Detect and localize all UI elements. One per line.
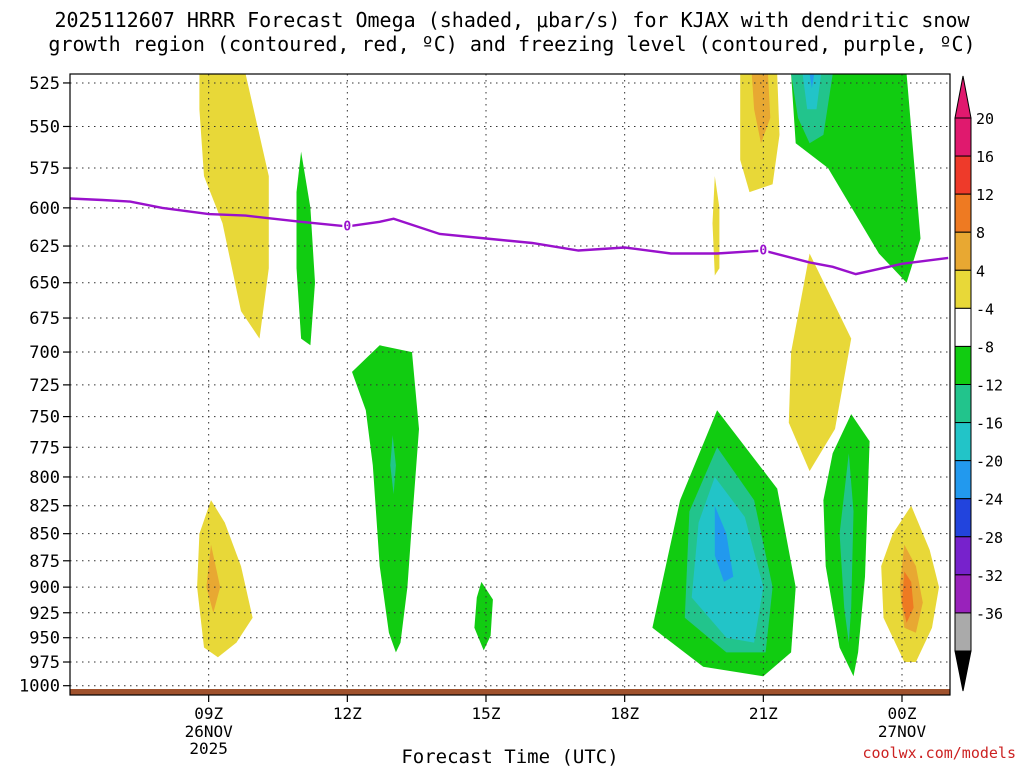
omega-region-2 xyxy=(197,500,253,658)
y-tick-label-600: 600 xyxy=(29,199,60,219)
x-tick-label-15Z: 15Z xyxy=(472,704,501,723)
freezing-level-label-bg-1 xyxy=(758,242,769,257)
colorbar-bin-9 xyxy=(954,460,972,500)
chart-title: 2025112607 HRRR Forecast Omega (shaded, … xyxy=(0,8,1024,56)
y-tick-label-525: 525 xyxy=(29,74,60,94)
omega-region-13 xyxy=(802,74,822,110)
y-tick-label-575: 575 xyxy=(29,159,60,179)
y-tick-label-625: 625 xyxy=(29,237,60,257)
terrain-surface xyxy=(70,689,950,695)
y-tick-label-825: 825 xyxy=(29,497,60,517)
omega-region-9 xyxy=(751,74,771,144)
colorbar-label-2: 12 xyxy=(976,186,994,204)
y-tick-label-550: 550 xyxy=(29,117,60,137)
omega-region-6 xyxy=(474,581,493,651)
x-tick-label-21Z: 21Z xyxy=(749,704,778,723)
x-tick-sublabel-09Z-1: 2025 xyxy=(189,739,228,758)
y-tick-label-875: 875 xyxy=(29,552,60,572)
y-tick-label-1000: 1000 xyxy=(19,677,60,697)
colorbar-label-0: 20 xyxy=(976,110,994,128)
colorbar-bin-10 xyxy=(954,498,972,538)
omega-region-18 xyxy=(714,505,734,582)
omega-region-10 xyxy=(788,253,852,472)
x-axis-label: Forecast Time (UTC) xyxy=(401,746,619,768)
omega-region-23 xyxy=(902,571,914,623)
omega-region-5 xyxy=(390,435,396,495)
freezing-level-label-1: 0 xyxy=(759,244,767,259)
colorbar-label-6: -8 xyxy=(976,338,994,356)
colorbar-label-3: 8 xyxy=(976,224,985,242)
y-tick-label-950: 950 xyxy=(29,629,60,649)
y-tick-label-900: 900 xyxy=(29,578,60,598)
colorbar-bin-11 xyxy=(954,536,972,576)
y-tick-label-650: 650 xyxy=(29,274,60,294)
y-tick-label-800: 800 xyxy=(29,468,60,488)
y-tick-label-725: 725 xyxy=(29,376,60,396)
colorbar-bin-1 xyxy=(954,155,972,195)
colorbar-bin-7 xyxy=(954,384,972,424)
x-tick-label-00Z: 00Z xyxy=(888,704,917,723)
colorbar-bottom-arrow xyxy=(954,650,972,692)
omega-region-7 xyxy=(712,176,720,276)
colorbar-bin-5 xyxy=(954,307,972,347)
colorbar-bin-3 xyxy=(954,231,972,271)
omega-shading xyxy=(197,74,939,677)
colorbar-top-arrow xyxy=(954,75,972,119)
freezing-level-line xyxy=(69,197,949,276)
x-tick-label-09Z: 09Z xyxy=(194,704,223,723)
y-tick-label-675: 675 xyxy=(29,309,60,329)
grid-lines xyxy=(70,74,950,695)
colorbar-label-13: -36 xyxy=(976,605,1003,623)
x-tick-label-18Z: 18Z xyxy=(610,704,639,723)
colorbar-bin-4 xyxy=(954,269,972,309)
terrain-strip xyxy=(70,689,950,695)
y-tick-label-925: 925 xyxy=(29,604,60,624)
y-tick-label-975: 975 xyxy=(29,653,60,673)
y-tick-label-775: 775 xyxy=(29,438,60,458)
freezing-level-label-bg-0 xyxy=(342,218,353,233)
colorbar-label-4: 4 xyxy=(976,262,985,280)
x-tick-label-12Z: 12Z xyxy=(333,704,362,723)
y-tick-label-750: 750 xyxy=(29,408,60,428)
omega-region-4 xyxy=(352,345,419,653)
omega-region-0 xyxy=(199,74,269,339)
colorbar-label-10: -24 xyxy=(976,491,1003,509)
colorbar-bin-13 xyxy=(954,612,972,652)
chart-title-line-2: growth region (contoured, red, ºC) and f… xyxy=(48,32,976,56)
x-tick-sublabel-00Z-0: 27NOV xyxy=(878,722,927,741)
y-axis: 525 550 575 600 625 650 675 700 725 750 775 800 825 8… xyxy=(19,74,70,697)
chart-title-line-1: 2025112607 HRRR Forecast Omega (shaded, … xyxy=(54,8,970,32)
colorbar-bin-0 xyxy=(954,117,972,157)
colorbar-bin-2 xyxy=(954,193,972,233)
omega-region-14 xyxy=(809,74,815,89)
omega-region-1 xyxy=(296,151,315,346)
colorbar-bin-12 xyxy=(954,574,972,614)
colorbar-label-8: -16 xyxy=(976,415,1003,433)
colorbar-label-7: -12 xyxy=(976,377,1003,395)
y-tick-label-700: 700 xyxy=(29,343,60,363)
omega-region-3 xyxy=(206,544,221,613)
freezing-level-label-0: 0 xyxy=(343,219,351,234)
colorbar-label-9: -20 xyxy=(976,453,1003,471)
freezing-level-contour: 00 xyxy=(69,197,949,276)
colorbar-bin-8 xyxy=(954,422,972,462)
colorbar-label-12: -32 xyxy=(976,567,1003,585)
y-tick-label-850: 850 xyxy=(29,525,60,545)
colorbar-bin-6 xyxy=(954,345,972,385)
site-credit: coolwx.com/models xyxy=(862,744,1016,762)
colorbar-label-5: -4 xyxy=(976,300,994,318)
colorbar-label-1: 16 xyxy=(976,148,994,166)
colorbar-label-11: -28 xyxy=(976,529,1003,547)
colorbar: 20 16 12 8 4 -4 -8 -12 -16 -20 -24 -28 -32 -36 xyxy=(954,75,1003,692)
omega-region-20 xyxy=(839,453,854,643)
x-tick-sublabel-09Z-0: 26NOV xyxy=(185,722,234,741)
